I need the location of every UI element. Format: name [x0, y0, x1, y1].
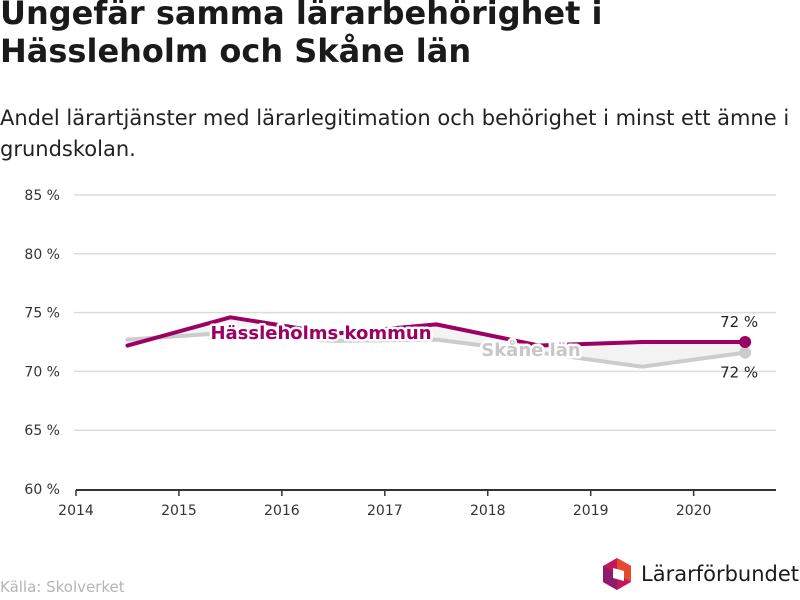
series-line-hassleholm [125, 315, 748, 348]
x-tick-label: 2014 [58, 503, 94, 519]
series-line-skane [125, 330, 748, 369]
series-label-hassleholm: Hässleholms kommun [210, 323, 431, 344]
x-tick-label: 2016 [264, 503, 300, 519]
source-note: Källa: Skolverket [0, 578, 125, 596]
series-lines [125, 315, 752, 369]
lararforbundet-logo: Lärarförbundet [602, 557, 799, 591]
gap-area [127, 317, 746, 367]
y-tick-label: 75 % [24, 306, 60, 322]
x-tick-label: 2020 [676, 503, 712, 519]
x-tick-label: 2019 [573, 503, 609, 519]
x-axis: 2014 2015 2016 2017 2018 2019 2020 [58, 489, 776, 519]
y-tick-label: 60 % [24, 482, 60, 498]
x-tick-label: 2018 [470, 503, 506, 519]
end-marker-skane [739, 346, 752, 359]
lararforbundet-hexagon-icon [603, 558, 631, 590]
y-tick-label: 65 % [24, 423, 60, 439]
y-tick-label: 80 % [24, 247, 60, 263]
y-axis-ticks: 60 % 65 % 70 % 75 % 80 % 85 % [24, 188, 60, 498]
logo-text: Lärarförbundet [641, 562, 800, 586]
series-label-skane: Skåne län [481, 339, 581, 361]
end-marker-hassleholm [739, 336, 752, 348]
chart-title: Ungefär samma lärarbehörighet i Hässleho… [0, 0, 603, 70]
end-label-skane: 72 % [720, 364, 758, 382]
y-tick-label: 70 % [24, 364, 60, 380]
gridlines [74, 194, 776, 431]
chart-subtitle: Andel lärartjänster med lärarlegitimatio… [0, 106, 790, 161]
y-tick-label: 85 % [24, 188, 60, 204]
end-label-hassleholm: 72 % [720, 313, 758, 331]
series-labels: 72 % 72 % Hässleholms kommun Skåne län [208, 313, 758, 382]
x-tick-label: 2015 [161, 503, 197, 519]
x-tick-label: 2017 [367, 503, 403, 519]
